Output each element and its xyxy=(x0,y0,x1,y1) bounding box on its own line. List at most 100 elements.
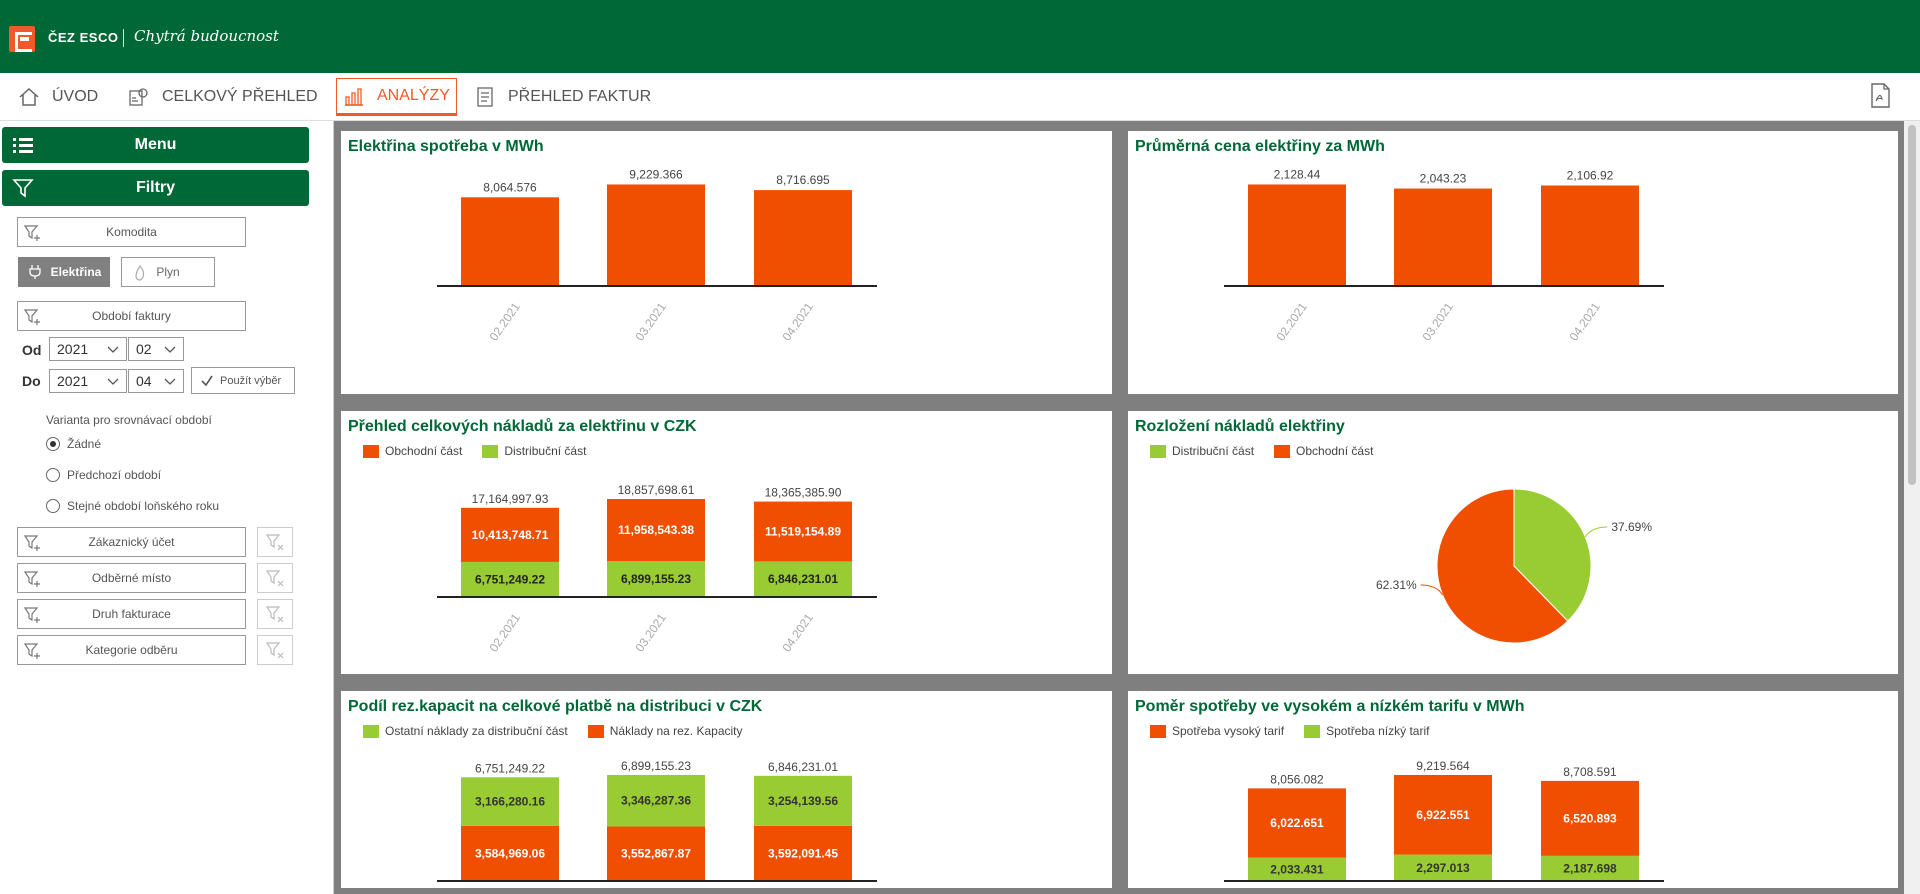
list-menu-icon xyxy=(12,135,34,155)
top-header-bar: ČEZ ESCO Chytrá budoucnost xyxy=(0,0,1920,73)
to-year-select[interactable]: 2021 xyxy=(49,369,127,393)
legend-item[interactable]: Spotřeba nízký tarif xyxy=(1304,724,1429,738)
to-year-value: 2021 xyxy=(57,373,89,389)
bar-segment xyxy=(607,775,705,827)
compare-option-none[interactable]: Žádné xyxy=(46,437,101,451)
x-tick-label: 04.2021 xyxy=(1567,300,1604,344)
compare-option-label: Stejné období loňského roku xyxy=(67,499,220,513)
nav-item-analyzy[interactable]: ANALÝZY xyxy=(336,78,457,116)
nav-item-celkovy-prehled[interactable]: CELKOVÝ PŘEHLED xyxy=(128,78,318,116)
scrollbar-thumb[interactable] xyxy=(1908,125,1916,485)
menu-label: Menu xyxy=(134,136,177,153)
chart-panel-cost-split: Rozložení nákladů elektřiny Distribuční … xyxy=(1128,411,1898,674)
to-month-value: 04 xyxy=(136,373,152,389)
home-icon xyxy=(18,86,40,108)
commodity-filter[interactable]: Komodita xyxy=(17,217,246,247)
radio-unselected[interactable] xyxy=(46,468,60,482)
segment-value-label: 3,584,969.06 xyxy=(475,846,545,860)
delivery-point-filter[interactable]: Odběrné místo xyxy=(17,563,246,593)
legend-item[interactable]: Obchodní část xyxy=(1274,444,1373,458)
bar-segment xyxy=(754,775,852,826)
filter-label: Zákaznický účet xyxy=(88,535,175,549)
from-year-select[interactable]: 2021 xyxy=(49,337,127,361)
chart-panel-consumption: Elektřina spotřeba v MWh 8,064.576 02.202… xyxy=(341,131,1112,394)
bar-segment xyxy=(754,561,852,597)
legend-item[interactable]: Obchodní část xyxy=(363,444,462,458)
apply-selection-button[interactable]: Použít výběr xyxy=(191,367,295,394)
nav-item-prehled-faktur[interactable]: PŘEHLED FAKTUR xyxy=(474,78,651,116)
analytics-icon xyxy=(343,85,365,107)
legend-label: Spotřeba nízký tarif xyxy=(1326,724,1430,738)
legend-item[interactable]: Spotřeba vysoký tarif xyxy=(1150,724,1284,738)
segment-value-label: 3,166,280.16 xyxy=(475,795,545,809)
commodity-electricity-toggle[interactable]: Elektřina xyxy=(18,257,110,287)
legend-swatch xyxy=(363,724,379,738)
segment-value-label: 6,751,249.22 xyxy=(475,572,545,586)
nav-item-uvod[interactable]: ÚVOD xyxy=(18,78,98,116)
legend-label: Distribuční část xyxy=(504,444,587,458)
bar xyxy=(1394,188,1492,286)
invoice-period-label: Období faktury xyxy=(92,309,171,323)
bar xyxy=(1248,184,1346,286)
pdf-export-icon[interactable] xyxy=(1868,83,1892,109)
radio-selected[interactable] xyxy=(46,437,60,451)
compare-option-label: Předchozí období xyxy=(67,468,162,482)
x-tick-label: 03.2021 xyxy=(633,300,670,344)
nav-label: ANALÝZY xyxy=(377,87,450,104)
menu-button[interactable]: Menu xyxy=(2,127,309,163)
pie-slice xyxy=(1513,488,1592,622)
brand-name: ČEZ ESCO xyxy=(48,30,119,45)
filters-button[interactable]: Filtry xyxy=(2,170,309,206)
x-tick-label: 04.2021 xyxy=(780,300,817,344)
bar-value-label: 2,043.23 xyxy=(1420,172,1467,186)
customer-account-filter[interactable]: Zákaznický účet xyxy=(17,527,246,557)
clear-filter-button[interactable] xyxy=(257,599,293,629)
from-month-select[interactable]: 02 xyxy=(128,337,184,361)
bar-segment xyxy=(754,825,852,881)
from-label: Od xyxy=(22,342,42,358)
legend-swatch xyxy=(363,444,379,458)
legend-item[interactable]: Distribuční část xyxy=(1150,444,1254,458)
radio-unselected[interactable] xyxy=(46,499,60,513)
segment-value-label: 6,899,155.23 xyxy=(621,572,691,586)
clear-filter-button[interactable] xyxy=(257,563,293,593)
legend-label: Distribuční část xyxy=(1172,444,1255,458)
segment-value-label: 3,254,139.56 xyxy=(768,794,838,808)
vertical-scrollbar[interactable] xyxy=(1904,121,1920,894)
segment-value-label: 10,413,748.71 xyxy=(472,528,549,542)
bar-total-label: 6,846,231.01 xyxy=(768,760,838,774)
consumption-category-filter[interactable]: Kategorie odběru xyxy=(17,635,246,665)
bar-value-label: 2,128.44 xyxy=(1274,167,1321,181)
legend-swatch xyxy=(1274,444,1291,458)
pie-slice-label: 37.69% xyxy=(1611,520,1652,534)
billing-type-filter[interactable]: Druh fakturace xyxy=(17,599,246,629)
legend-swatch xyxy=(1150,724,1166,738)
chart-panel-reserved-capacity: Podíl rez.kapacit na celkové platbě na d… xyxy=(341,691,1112,888)
chart-title: Přehled celkových nákladů za elektřinu v… xyxy=(348,418,697,435)
bar-segment xyxy=(1248,788,1346,858)
segment-value-label: 3,552,867.87 xyxy=(621,847,691,861)
legend-swatch xyxy=(1150,444,1166,458)
legend-swatch xyxy=(482,444,499,458)
chart-panel-tariff-ratio: Poměr spotřeby ve vysokém a nízkém tarif… xyxy=(1128,691,1898,888)
bar-total-label: 8,056.082 xyxy=(1270,772,1324,786)
bar-segment xyxy=(461,777,559,826)
plug-icon xyxy=(28,265,41,279)
invoice-period-filter[interactable]: Období faktury xyxy=(17,301,246,331)
nav-label: CELKOVÝ PŘEHLED xyxy=(162,88,318,105)
clear-filter-button[interactable] xyxy=(257,635,293,665)
segment-value-label: 2,033.431 xyxy=(1270,862,1324,876)
to-label: Do xyxy=(22,373,41,389)
to-month-select[interactable]: 04 xyxy=(128,369,184,393)
filter-icon xyxy=(12,178,34,198)
compare-option-last-year[interactable]: Stejné období loňského roku xyxy=(46,499,219,513)
legend-item[interactable]: Ostatní náklady za distribuční část xyxy=(363,724,568,738)
compare-option-previous[interactable]: Předchozí období xyxy=(46,468,161,482)
filter-label: Odběrné místo xyxy=(91,571,172,585)
commodity-gas-toggle[interactable]: Plyn xyxy=(121,257,215,287)
legend-item[interactable]: Náklady na rez. Kapacity xyxy=(587,724,743,738)
legend-item[interactable]: Distribuční část xyxy=(482,444,586,458)
clear-filter-button[interactable] xyxy=(257,527,293,557)
filters-label: Filtry xyxy=(135,179,176,196)
brand-divider xyxy=(123,29,124,47)
